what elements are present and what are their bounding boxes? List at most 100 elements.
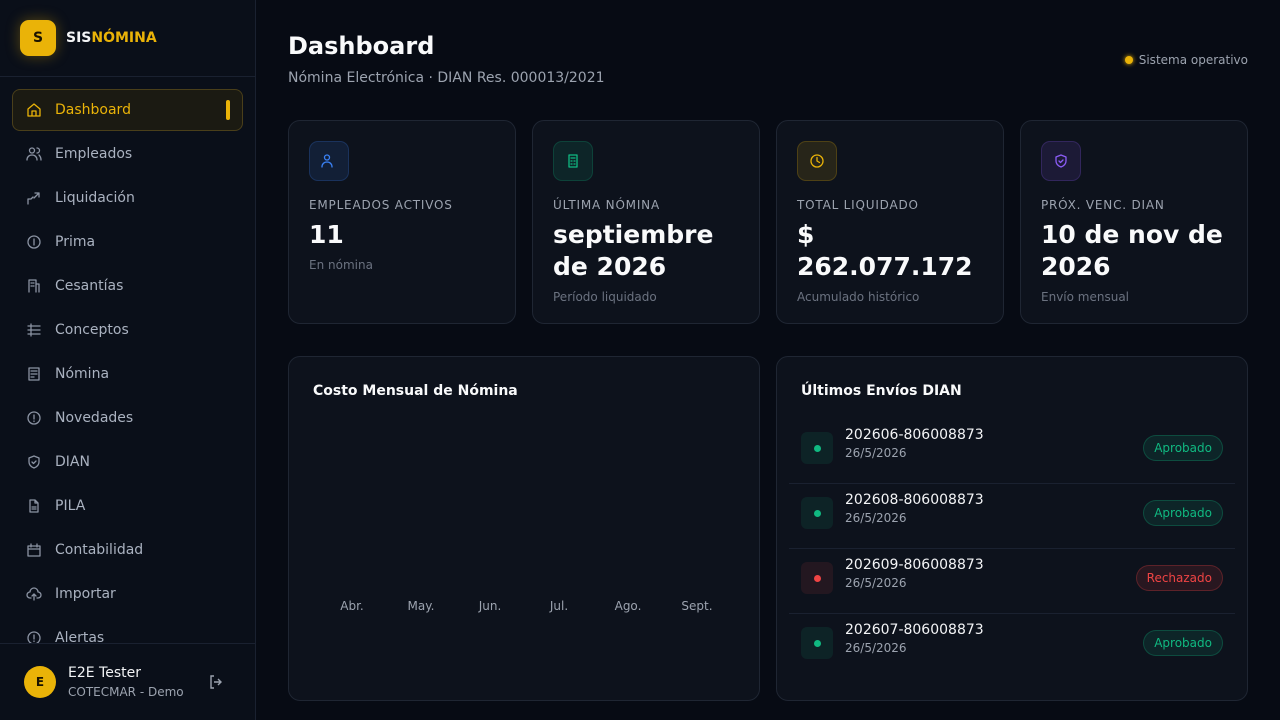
nav-item[interactable]: Dashboard	[12, 89, 243, 131]
envio-id: 202606-806008873	[845, 427, 984, 443]
stat-value: septiembre de 2026	[553, 220, 714, 281]
stat-label: TOTAL LIQUIDADO	[797, 198, 919, 212]
stat-card: EMPLEADOS ACTIVOS 11 En nómina	[288, 120, 516, 324]
status-badge: Aprobado	[1143, 630, 1223, 656]
dian-title: Últimos Envíos DIAN	[801, 383, 962, 399]
icon	[28, 279, 40, 293]
stat-card: ÚLTIMA NÓMINA septiembre de 2026 Período l…	[532, 120, 760, 324]
stat-label: ÚLTIMA NÓMINA	[553, 198, 660, 212]
stat-icon	[309, 141, 349, 181]
envio-date: 26/5/2026	[845, 446, 907, 460]
stat-note: Envío mensual	[1041, 290, 1130, 304]
chart-title: Costo Mensual de Nómina	[313, 383, 518, 399]
logout-button[interactable]	[208, 674, 224, 690]
icon	[1055, 154, 1067, 168]
nav-label: Importar	[55, 586, 116, 602]
envio-date: 26/5/2026	[845, 576, 907, 590]
nav-item[interactable]: Conceptos	[12, 309, 243, 351]
x-tick-label: Jun.	[478, 599, 502, 613]
nav-item[interactable]: Nómina	[12, 353, 243, 395]
status-icon	[801, 497, 833, 529]
icon	[27, 411, 41, 425]
icon	[27, 103, 41, 117]
nav-label: Contabilidad	[55, 542, 144, 558]
nav-label: Novedades	[55, 410, 134, 426]
stat-value-box: 11 En nómina	[309, 219, 505, 273]
status-dot	[813, 574, 821, 582]
stat-card: TOTAL LIQUIDADO $ 262.077.172 Acumulado hi…	[776, 120, 1004, 324]
icon	[810, 154, 824, 168]
icon	[27, 323, 41, 337]
stat-note: Período liquidado	[553, 290, 657, 304]
sidebar: S SISNÓMINA Dashboard Empleados Liquidació…	[0, 0, 256, 720]
icon	[27, 235, 41, 249]
separator	[789, 548, 1235, 549]
stat-label: PRÓX. VENC. DIAN	[1041, 198, 1165, 212]
stat-value: 11	[309, 220, 344, 249]
user-org: COTECMAR - Demo	[68, 685, 184, 699]
brand: SISNÓMINA	[66, 30, 157, 46]
x-tick-label: Jul.	[549, 599, 569, 613]
nav-label: Nómina	[55, 366, 110, 382]
icon	[26, 147, 42, 161]
envio-id: 202608-806008873	[845, 492, 984, 508]
status-badge: Aprobado	[1143, 435, 1223, 461]
stat-icon	[797, 141, 837, 181]
nav-item[interactable]: Cesantías	[12, 265, 243, 307]
envio-date: 26/5/2026	[845, 511, 907, 525]
nav-label: Prima	[55, 234, 96, 250]
nav-label: Conceptos	[55, 322, 129, 338]
icon	[27, 192, 40, 205]
icon	[28, 455, 40, 469]
separator	[789, 483, 1235, 484]
nav-label: Empleados	[55, 146, 133, 162]
dian-item[interactable]: 202607-806008873 26/5/2026 Aprobado	[789, 614, 1235, 679]
nav-item[interactable]: Empleados	[12, 133, 243, 175]
nav-item[interactable]: Liquidación	[12, 177, 243, 219]
status-dot	[813, 509, 821, 517]
icon	[27, 631, 41, 643]
dian-panel: Últimos Envíos DIAN 202606-806008873 26/5…	[776, 356, 1248, 701]
status-icon	[801, 562, 833, 594]
nav-item[interactable]: Contabilidad	[12, 529, 243, 571]
nav-item[interactable]: Prima	[12, 221, 243, 263]
stat-value: 10 de nov de 2026	[1041, 220, 1223, 281]
nav-list: Dashboard Empleados Liquidación Prima Cesant…	[0, 88, 255, 643]
stat-value: $ 262.077.172	[797, 220, 973, 281]
nav-item[interactable]: PILA	[12, 485, 243, 527]
status-dot	[1125, 56, 1133, 64]
nav-label: Alertas	[55, 630, 105, 643]
status-badge: Aprobado	[1143, 500, 1223, 526]
nav-label: Liquidación	[55, 190, 135, 206]
envio-id: 202607-806008873	[845, 622, 984, 638]
stat-icon	[553, 141, 593, 181]
cost-chart: Costo Mensual de Nómina Abr. May. Jun. Jul.…	[288, 356, 760, 701]
status-badge: Rechazado	[1135, 565, 1223, 591]
envio-id: 202609-806008873	[845, 557, 984, 573]
status-icon	[801, 627, 833, 659]
envio-date: 26/5/2026	[845, 641, 907, 655]
user-name: E2E Tester	[68, 665, 141, 681]
stat-card: PRÓX. VENC. DIAN 10 de nov de 2026 Envío m…	[1020, 120, 1248, 324]
status-dot	[813, 639, 821, 647]
x-tick-label: Sept.	[681, 599, 713, 613]
nav-label: DIAN	[55, 454, 90, 470]
logo[interactable]: S	[20, 20, 56, 56]
nav-item[interactable]: Importar	[12, 573, 243, 615]
brand-prefix: SIS	[66, 30, 92, 46]
dian-item[interactable]: 202606-806008873 26/5/2026 Aprobado	[789, 419, 1235, 484]
status-text: Sistema operativo	[1138, 53, 1248, 67]
icon	[29, 499, 39, 513]
nav-item[interactable]: Novedades	[12, 397, 243, 439]
nav-label: Cesantías	[55, 278, 124, 294]
stat-note: En nómina	[309, 258, 373, 272]
nav-item[interactable]: DIAN	[12, 441, 243, 483]
divider	[0, 76, 255, 77]
status-dot	[813, 444, 821, 452]
page-title: Dashboard	[288, 32, 435, 60]
nav-item[interactable]: Alertas	[12, 617, 243, 643]
icon	[568, 154, 578, 168]
dian-item[interactable]: 202609-806008873 26/5/2026 Rechazado	[789, 549, 1235, 614]
dian-item[interactable]: 202608-806008873 26/5/2026 Aprobado	[789, 484, 1235, 549]
